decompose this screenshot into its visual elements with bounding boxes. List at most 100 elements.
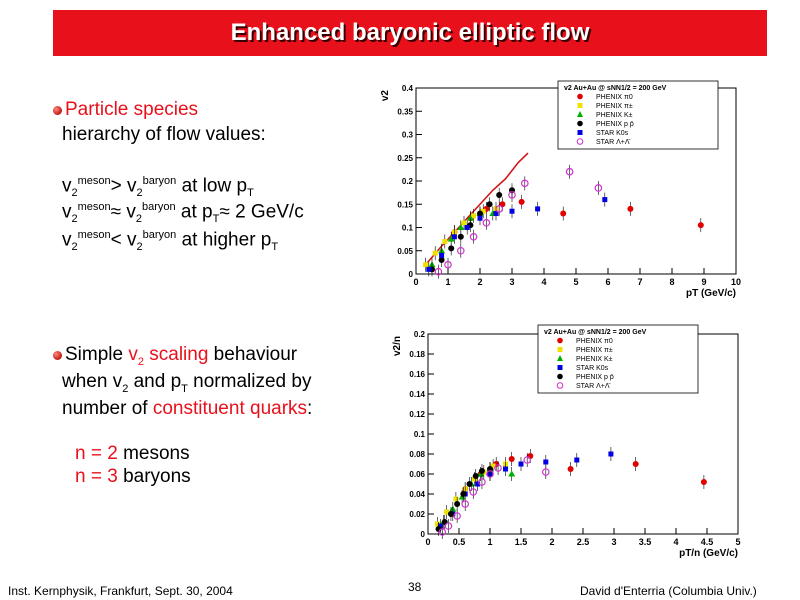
data-point	[486, 470, 494, 478]
y-tick-label: 0.2	[414, 330, 426, 339]
x-tick-label: 2	[477, 277, 482, 287]
data-point	[503, 466, 508, 472]
legend-marker	[577, 103, 583, 108]
bullet2-line3: number of constituent quarks:	[62, 398, 313, 419]
legend-marker	[556, 382, 564, 389]
y-tick-label: 0	[421, 530, 426, 539]
data-point	[602, 197, 608, 203]
data-point	[444, 509, 450, 515]
data-point	[457, 233, 464, 240]
y-tick-label: 0.18	[409, 350, 425, 359]
data-point	[494, 464, 502, 472]
y-tick-label: 0.1	[402, 224, 414, 233]
data-point	[495, 205, 504, 213]
legend-marker	[557, 355, 563, 361]
data-point	[442, 238, 448, 244]
data-point	[543, 459, 549, 465]
data-point	[477, 215, 483, 221]
x-tick-label: 4.5	[701, 537, 714, 547]
data-point	[565, 167, 574, 176]
x-tick-label: 0	[413, 277, 418, 287]
data-point	[438, 528, 447, 536]
n2-mesons: n = 2 mesons	[75, 443, 190, 464]
data-point	[480, 208, 486, 214]
x-tick-label: 9	[701, 277, 706, 287]
bullet2-line2: when v2 and pT normalized by	[62, 371, 312, 395]
x-tick-label: 1	[487, 537, 492, 547]
x-tick-label: 0.5	[453, 537, 466, 547]
data-point	[475, 481, 481, 487]
data-point	[437, 523, 443, 529]
data-point	[461, 500, 470, 508]
data-point	[523, 456, 532, 464]
data-point	[447, 235, 455, 242]
data-point	[472, 476, 477, 482]
bullet1-heading: Particle species	[65, 99, 199, 120]
relation-high-pt: v2meson< v2baryon at higher pT	[62, 229, 279, 254]
data-point	[466, 214, 474, 221]
data-point	[535, 206, 541, 212]
legend-marker	[557, 373, 563, 380]
data-point	[521, 179, 529, 188]
data-point	[426, 266, 432, 272]
data-point	[461, 220, 467, 226]
data-point	[471, 213, 477, 219]
bullet-icon	[53, 106, 62, 115]
x-tick-label: 3	[509, 277, 514, 287]
legend-marker	[576, 138, 584, 145]
data-point	[496, 191, 503, 198]
data-point	[697, 222, 704, 229]
bullet-icon	[53, 351, 62, 360]
data-point	[444, 522, 453, 530]
footer-institute: Inst. Kernphysik, Frankfurt, Sept. 30, 2…	[8, 584, 233, 598]
legend-entry: PHENIX K±	[596, 112, 633, 119]
data-point	[560, 210, 567, 217]
data-point	[542, 468, 550, 476]
x-tick-label: 4	[541, 277, 546, 287]
data-point	[493, 211, 499, 217]
data-point	[469, 488, 478, 496]
data-point	[567, 466, 574, 472]
x-axis-label: pT/n (GeV/c)	[679, 548, 738, 559]
legend-entry: PHENIX π±	[576, 347, 613, 354]
y-tick-label: 0.12	[409, 410, 425, 419]
data-point	[439, 252, 445, 258]
legend-marker	[557, 337, 563, 344]
data-point	[486, 201, 493, 208]
data-point	[453, 512, 461, 520]
legend-marker	[577, 111, 583, 117]
bullet2-line1: Simple v2 scaling behaviour	[65, 344, 298, 368]
x-tick-label: 8	[669, 277, 674, 287]
x-axis-label: pT (GeV/c)	[686, 288, 736, 299]
data-point	[444, 260, 452, 269]
x-tick-label: 7	[637, 277, 642, 287]
page-number: 38	[408, 580, 422, 594]
data-point	[448, 245, 455, 252]
data-point	[441, 519, 448, 525]
data-point	[457, 246, 465, 255]
y-tick-label: 0	[409, 270, 414, 279]
data-point	[482, 219, 491, 227]
data-point	[478, 468, 485, 474]
legend-marker	[577, 120, 583, 127]
legend-entry: STAR Λ+Λ̄	[576, 383, 611, 390]
x-tick-label: 2	[549, 537, 554, 547]
scaled-v2-vs-pt-chart: 0 0.5 1 1.5 2 2.5 3 3.5 4 4.5 5 0 0.02 0.04 0.06 0.08 0.…	[392, 324, 741, 559]
y-tick-label: 0.14	[409, 390, 425, 399]
data-point	[574, 457, 580, 463]
legend-entry: PHENIX p p̄	[596, 121, 634, 128]
y-tick-label: 0.1	[414, 430, 426, 439]
footer-author: David d'Enterria (Columbia Univ.)	[580, 584, 757, 598]
bullet1-subheading: hierarchy of flow values:	[62, 124, 266, 145]
data-point	[518, 461, 524, 467]
legend-marker	[577, 130, 583, 135]
y-tick-label: 0.02	[409, 510, 425, 519]
legend-entry: STAR K0s	[596, 130, 629, 137]
x-tick-label: 0	[425, 537, 430, 547]
data-point	[700, 479, 707, 485]
data-point	[466, 481, 473, 487]
legend-entry: STAR K0s	[576, 365, 609, 372]
data-point	[447, 511, 454, 517]
y-tick-label: 0.2	[402, 177, 414, 186]
y-axis-label: v2	[380, 90, 391, 102]
